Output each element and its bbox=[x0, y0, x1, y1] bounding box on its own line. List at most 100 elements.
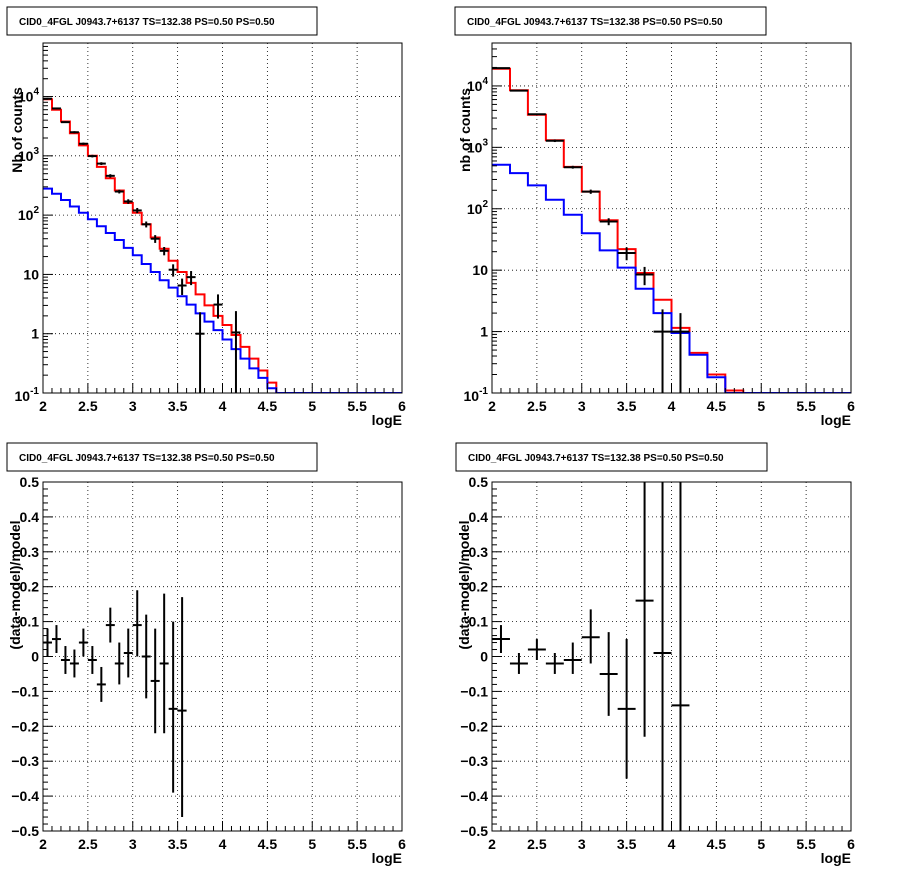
data-point bbox=[563, 165, 582, 169]
model-source-histogram bbox=[43, 187, 402, 393]
x-tick-label: 4 bbox=[219, 398, 227, 414]
data-point bbox=[527, 113, 546, 116]
data-point bbox=[527, 639, 546, 660]
data-point bbox=[51, 625, 61, 654]
y-tick-label: −0.4 bbox=[460, 788, 488, 804]
x-tick-label: 2 bbox=[39, 398, 47, 414]
data-point bbox=[599, 218, 618, 226]
data-point bbox=[177, 597, 187, 818]
data-point bbox=[69, 649, 79, 678]
y-tick-label: 103 bbox=[18, 146, 40, 164]
y-tick-label: −0.5 bbox=[11, 823, 39, 839]
plot-area bbox=[492, 482, 690, 831]
data-point bbox=[599, 632, 618, 716]
residual-panel-left: CID0_4FGL J0943.7+6137 TS=132.38 PS=0.50… bbox=[6, 442, 406, 866]
data-point bbox=[159, 247, 169, 256]
data-point bbox=[114, 642, 124, 685]
y-tick-label: 0.2 bbox=[20, 579, 40, 595]
x-tick-label: 5.5 bbox=[796, 836, 816, 852]
x-tick-label: 3 bbox=[578, 398, 586, 414]
y-tick-label: 104 bbox=[467, 76, 489, 94]
counts-panel-right: CID0_4FGL J0943.7+6137 TS=132.38 PS=0.50… bbox=[454, 6, 855, 428]
y-axis-label: (data-model)/model bbox=[7, 520, 23, 649]
y-tick-label: 0.1 bbox=[20, 614, 40, 630]
data-point bbox=[123, 628, 133, 678]
data-point bbox=[159, 593, 169, 734]
chart-title: CID0_4FGL J0943.7+6137 TS=132.38 PS=0.50… bbox=[19, 453, 275, 464]
y-tick-label: 104 bbox=[18, 87, 40, 105]
data-point bbox=[581, 609, 600, 664]
counts-panel-left: CID0_4FGL J0943.7+6137 TS=132.38 PS=0.50… bbox=[6, 6, 406, 428]
x-tick-label: 2.5 bbox=[527, 836, 547, 852]
y-tick-label: 0.5 bbox=[469, 474, 489, 490]
x-axis-label: logE bbox=[372, 850, 402, 866]
data-point bbox=[141, 614, 151, 699]
model-total-histogram bbox=[43, 98, 402, 393]
data-point bbox=[141, 221, 151, 228]
data-point bbox=[96, 666, 106, 702]
title-box bbox=[455, 442, 768, 472]
x-axis-label: logE bbox=[821, 412, 851, 428]
x-tick-label: 6 bbox=[398, 836, 406, 852]
chart-title: CID0_4FGL J0943.7+6137 TS=132.38 PS=0.50… bbox=[19, 17, 275, 28]
grid-lines bbox=[492, 43, 851, 393]
x-tick-label: 3.5 bbox=[168, 836, 188, 852]
data-point bbox=[51, 107, 61, 110]
y-axis: 0.5 0.4 0.3 0.2 0.1 0 −0.1 −0.2 −0.3 −0.4 −0.5 (dat… bbox=[7, 474, 53, 839]
x-tick-label: 4 bbox=[668, 398, 676, 414]
y-tick-label: 1 bbox=[31, 326, 39, 342]
x-tick-label: 3 bbox=[129, 836, 137, 852]
y-tick-label: −0.4 bbox=[11, 788, 39, 804]
y-axis-label: nb of counts bbox=[457, 88, 473, 172]
x-tick-label: 5 bbox=[757, 836, 765, 852]
data-point bbox=[69, 131, 79, 134]
data-point bbox=[96, 162, 106, 166]
x-tick-label: 6 bbox=[847, 398, 855, 414]
data-point bbox=[653, 482, 672, 831]
data-point bbox=[105, 174, 115, 178]
data-point bbox=[168, 264, 178, 277]
data-point bbox=[195, 312, 205, 393]
y-tick-label: 1 bbox=[480, 324, 488, 340]
data-point bbox=[617, 247, 636, 261]
x-tick-label: 2 bbox=[39, 836, 47, 852]
x-tick-label: 2.5 bbox=[527, 398, 547, 414]
y-tick-label: −0.2 bbox=[460, 718, 488, 734]
y-tick-label: 10-1 bbox=[15, 386, 40, 404]
x-tick-label: 3.5 bbox=[617, 398, 637, 414]
y-axis-label: (data-model)/model bbox=[456, 520, 472, 649]
x-tick-label: 3 bbox=[129, 398, 137, 414]
data-point bbox=[231, 311, 241, 393]
data-point bbox=[563, 642, 582, 674]
data-point bbox=[509, 653, 528, 674]
y-tick-label: 10 bbox=[472, 262, 488, 278]
data-point bbox=[581, 189, 600, 194]
y-tick-label: 0.1 bbox=[469, 614, 489, 630]
data-point bbox=[671, 313, 690, 393]
plot-area bbox=[43, 97, 402, 393]
title-box bbox=[6, 442, 318, 472]
x-tick-label: 5.5 bbox=[796, 398, 816, 414]
data-point bbox=[114, 189, 124, 194]
x-tick-label: 4 bbox=[219, 836, 227, 852]
data-point bbox=[60, 646, 70, 674]
data-point bbox=[617, 639, 636, 779]
data-point bbox=[168, 621, 178, 793]
x-tick-label: 4.5 bbox=[258, 836, 278, 852]
grid-lines bbox=[43, 482, 402, 831]
y-tick-label: 0.5 bbox=[20, 474, 40, 490]
data-point bbox=[87, 154, 97, 158]
data-point bbox=[177, 278, 187, 295]
data-point bbox=[78, 628, 88, 657]
grid-lines bbox=[492, 482, 851, 831]
x-tick-label: 6 bbox=[398, 398, 406, 414]
x-tick-label: 4.5 bbox=[258, 398, 278, 414]
data-point bbox=[78, 142, 88, 145]
data-point bbox=[150, 235, 160, 243]
data-point bbox=[213, 294, 223, 319]
y-tick-label: 0 bbox=[31, 649, 39, 665]
